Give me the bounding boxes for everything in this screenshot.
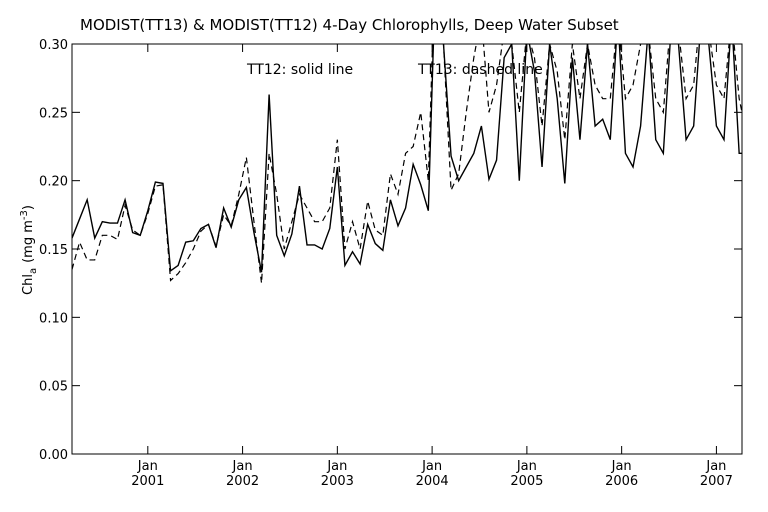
x-tick-month-label: Jan xyxy=(611,459,632,474)
y-label-sub: a xyxy=(28,268,39,274)
x-tick-year-label: 2004 xyxy=(416,474,449,489)
y-tick-label: 0.20 xyxy=(39,175,68,190)
y-tick-label: 0.30 xyxy=(39,38,68,53)
x-tick-month-label: Jan xyxy=(232,459,253,474)
x-axis: Jan2001Jan2002Jan2003Jan2004Jan2005Jan20… xyxy=(131,44,733,489)
x-tick-year-label: 2007 xyxy=(700,474,733,489)
x-tick-year-label: 2003 xyxy=(321,474,354,489)
y-axis-label: Chla (mg m-3) xyxy=(19,205,39,295)
x-tick-month-label: Jan xyxy=(705,459,726,474)
y-label-exp: -3 xyxy=(19,210,30,220)
x-tick-year-label: 2006 xyxy=(605,474,638,489)
x-tick-year-label: 2002 xyxy=(226,474,259,489)
x-tick-month-label: Jan xyxy=(421,459,442,474)
x-tick-year-label: 2001 xyxy=(131,474,164,489)
x-tick-month-label: Jan xyxy=(326,459,347,474)
series-line-tt13 xyxy=(72,44,742,284)
y-label-main: Chl xyxy=(21,274,36,295)
y-tick-label: 0.05 xyxy=(39,380,68,395)
x-tick-year-label: 2005 xyxy=(510,474,543,489)
y-tick-label: 0.15 xyxy=(39,243,68,258)
y-tick-label: 0.00 xyxy=(39,448,68,463)
y-tick-label: 0.25 xyxy=(39,106,68,121)
series-line-tt12 xyxy=(72,44,742,273)
chart-title: MODIST(TT13) & MODIST(TT12) 4-Day Chloro… xyxy=(80,16,619,34)
y-tick-label: 0.10 xyxy=(39,311,68,326)
x-tick-month-label: Jan xyxy=(137,459,158,474)
annotation-dashed-line: TT13: dashed line xyxy=(417,62,543,78)
y-label-units: (mg m xyxy=(21,220,36,263)
x-tick-month-label: Jan xyxy=(516,459,537,474)
y-label-close: ) xyxy=(21,205,36,210)
plot-frame xyxy=(71,43,743,455)
annotation-solid-line: TT12: solid line xyxy=(246,62,353,78)
y-axis: 0.00 0.05 0.10 0.15 0.20 0.25 0.30 xyxy=(39,38,742,463)
